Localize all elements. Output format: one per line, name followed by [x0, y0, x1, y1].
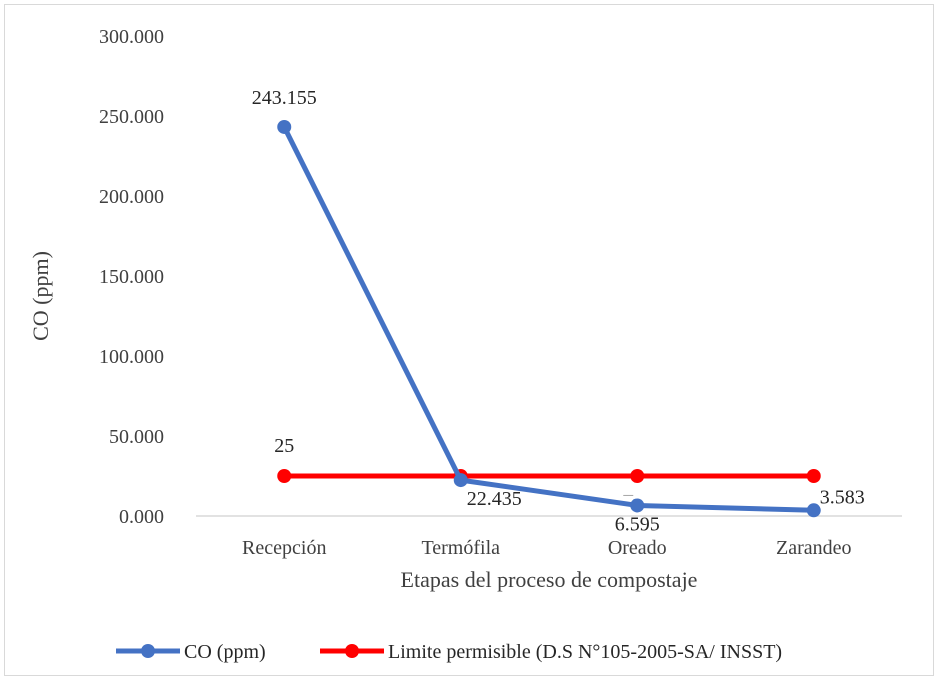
- co-data-label: 3.583: [820, 486, 865, 508]
- limit-point[interactable]: [277, 469, 292, 483]
- series-layer: [277, 119, 821, 518]
- co-point[interactable]: [630, 498, 645, 513]
- co-data-label: 22.435: [467, 488, 522, 510]
- x-tick-label: Oreado: [608, 537, 667, 559]
- legend-limit-marker: [345, 644, 359, 658]
- x-tick-label: Zarandeo: [776, 537, 852, 559]
- legend-limit-label: Limite permisible (D.S N°105-2005-SA/ IN…: [388, 641, 782, 663]
- legend-item-limit[interactable]: Limite permisible (D.S N°105-2005-SA/ IN…: [320, 641, 782, 663]
- x-tick-label: Recepción: [242, 537, 326, 559]
- data-labels: 243.155 22.435 6.595 3.583 25: [252, 87, 865, 535]
- y-tick-label: 300.000: [99, 26, 164, 48]
- y-axis-title: CO (ppm): [28, 251, 53, 341]
- y-axis-ticks: 0.000 50.000 100.000 150.000 200.000 250.000 3…: [99, 26, 164, 528]
- series-line-co: [281, 124, 817, 513]
- x-axis-ticks: Recepción Termófila Oreado Zarandeo: [242, 537, 851, 559]
- x-tick-label: Termófila: [421, 537, 500, 559]
- y-tick-label: 0.000: [119, 506, 164, 528]
- co-point[interactable]: [277, 119, 292, 134]
- x-axis-title: Etapas del proceso de compostaje: [401, 567, 698, 592]
- limit-point[interactable]: [806, 469, 821, 483]
- legend-item-co[interactable]: CO (ppm): [116, 641, 266, 663]
- co-point[interactable]: [806, 503, 821, 518]
- co-data-label: 243.155: [252, 87, 317, 109]
- legend: CO (ppm) Limite permisible (D.S N°105-20…: [116, 641, 782, 663]
- y-tick-label: 150.000: [99, 266, 164, 288]
- limit-data-label: 25: [274, 435, 294, 457]
- chart-frame: [4, 4, 934, 676]
- co-data-label: 6.595: [615, 513, 660, 535]
- limit-point[interactable]: [630, 469, 645, 483]
- y-tick-label: 200.000: [99, 186, 164, 208]
- legend-co-label: CO (ppm): [184, 641, 266, 663]
- legend-co-marker: [141, 644, 155, 658]
- y-tick-label: 250.000: [99, 106, 164, 128]
- y-tick-label: 50.000: [109, 426, 164, 448]
- y-tick-label: 100.000: [99, 346, 164, 368]
- co-point[interactable]: [453, 473, 468, 488]
